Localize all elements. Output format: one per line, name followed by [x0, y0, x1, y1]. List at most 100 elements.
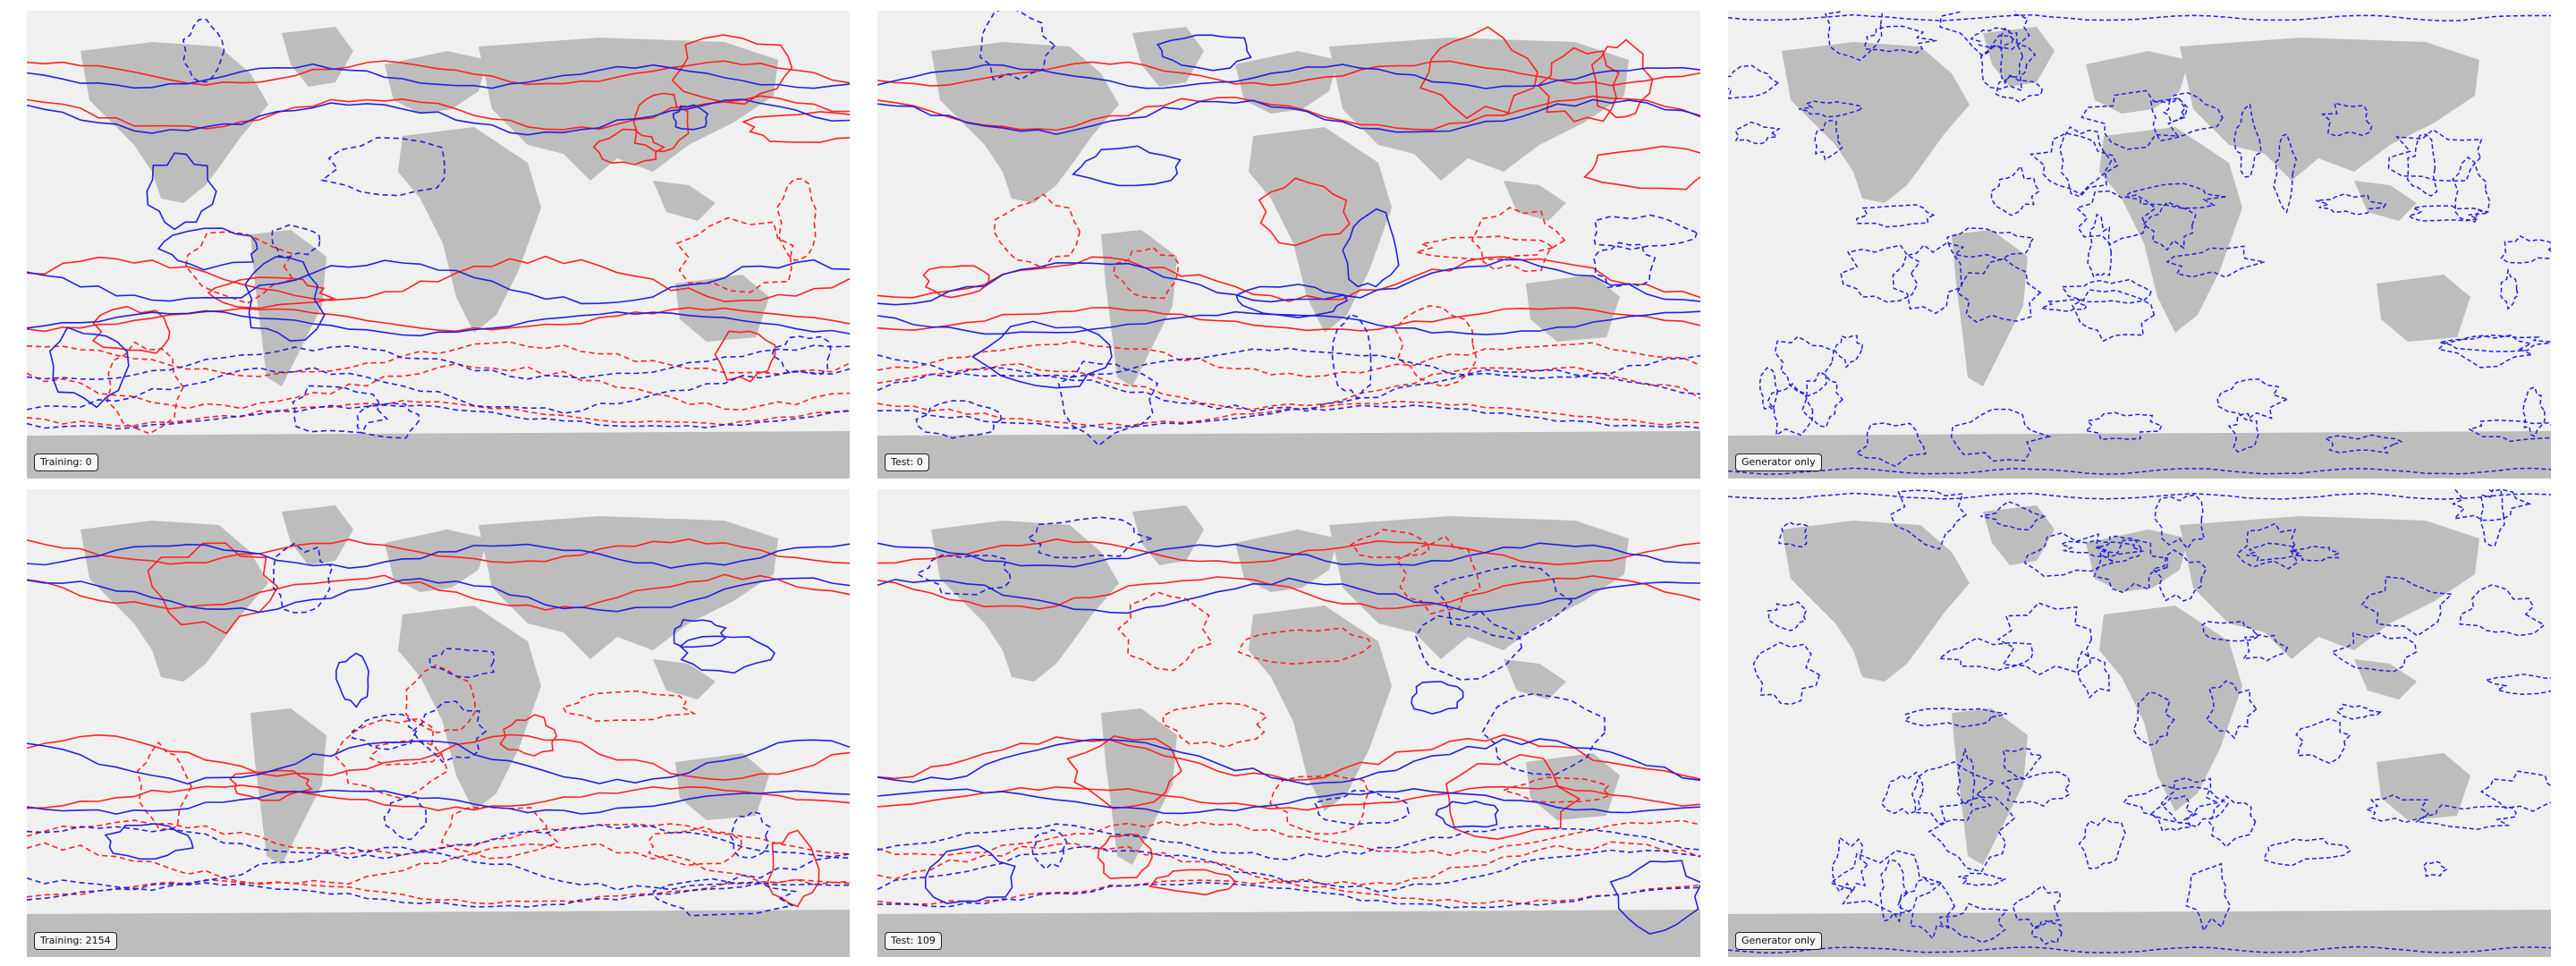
blue-contour-line	[2078, 818, 2126, 869]
southeast-asia-shape	[653, 181, 716, 221]
asia-shape	[1329, 38, 1629, 181]
blue-contour-line	[1911, 761, 1996, 826]
blue-contour-line	[1057, 360, 1159, 447]
antarctica-shape	[27, 431, 850, 479]
red-contour-line	[27, 573, 850, 611]
blue-contour-line	[2205, 680, 2258, 740]
panel-label: Generator only	[1735, 453, 1822, 471]
contour-map	[877, 505, 1700, 957]
south-america-shape	[250, 708, 326, 865]
red-contour-line	[993, 193, 1081, 269]
blue-contour-line	[1889, 489, 1968, 550]
blue-contour-line	[1939, 11, 2030, 56]
red-contour-line	[1269, 774, 1369, 835]
red-contour-line	[1113, 246, 1180, 300]
blue-contour-line	[27, 739, 850, 785]
panel-label: Training: 2154	[34, 932, 117, 950]
blue-contour-line	[2452, 156, 2491, 224]
blue-contour-line	[27, 824, 850, 860]
australia-shape	[2377, 275, 2470, 342]
blue-contour-line	[1728, 13, 2551, 21]
red-contour-line	[877, 879, 1700, 905]
blue-contour-line	[877, 542, 1700, 568]
blue-contour-line	[1956, 748, 1976, 808]
blue-contour-line	[2072, 289, 2156, 343]
blue-contour-line	[292, 385, 389, 434]
red-contour-line	[1501, 776, 1612, 803]
blue-contour-line	[2235, 522, 2299, 570]
blue-contour-line	[2500, 267, 2519, 310]
blue-contour-line	[2096, 535, 2142, 564]
land-layer	[877, 27, 1700, 479]
blue-contour-line	[1996, 602, 2093, 676]
red-contour-line	[1416, 235, 1555, 260]
blue-contour-line	[1609, 860, 1700, 936]
north-america-shape	[1782, 521, 1970, 682]
blue-contour-line	[1734, 121, 1782, 145]
blue-contour-line	[1774, 335, 1835, 397]
blue-contour-line	[27, 577, 850, 614]
blue-contour-line	[2451, 489, 2532, 521]
southeast-asia-shape	[1504, 181, 1566, 221]
blue-contour-line	[1331, 313, 1372, 400]
blue-contour-line	[2038, 299, 2087, 312]
blue-contour-line	[2216, 378, 2290, 421]
antarctica-shape	[877, 431, 1700, 479]
blue-contour-line	[2012, 885, 2061, 928]
red-contour-line	[766, 829, 820, 908]
blue-contour-line	[2315, 193, 2387, 216]
blue-contour-line	[1903, 708, 2008, 728]
north-america-shape	[1782, 42, 1970, 203]
blue-contour-line	[2483, 674, 2551, 696]
blue-contour-line	[1958, 872, 2007, 886]
blue-contour-line	[27, 789, 850, 815]
asia-shape	[2180, 38, 2479, 181]
red-contour-line	[27, 842, 850, 886]
blue-contour-line	[1880, 771, 1925, 815]
asia-shape	[1329, 516, 1629, 659]
red-contour-line	[1395, 535, 1481, 615]
red-contour-line	[1583, 145, 1700, 191]
southeast-asia-shape	[2354, 659, 2417, 699]
blue-contour-line	[2290, 545, 2341, 562]
blue-contour-line	[2200, 621, 2260, 642]
red-contour-line	[369, 740, 443, 766]
africa-shape	[1249, 606, 1392, 811]
blue-contour-line	[2142, 201, 2197, 251]
red-contour-line	[1097, 833, 1153, 880]
blue-contour-line	[2241, 634, 2289, 662]
red-contour-line	[27, 341, 850, 377]
blue-contour-line	[1431, 564, 1573, 640]
red-contour-line	[1394, 305, 1478, 387]
red-contour-line	[877, 575, 1700, 610]
blue-contour-line	[1855, 204, 1936, 228]
blue-contour-line	[2407, 205, 2487, 222]
panel-generator-only-top: Generator only	[1728, 11, 2551, 479]
europe-shape	[385, 51, 487, 114]
contour-layer	[1728, 489, 2551, 954]
blue-contour-line	[2031, 919, 2063, 945]
blue-contour-line	[2439, 335, 2551, 352]
blue-contour-line	[2295, 717, 2351, 765]
blue-contour-line	[2154, 494, 2206, 550]
europe-shape	[2086, 530, 2189, 592]
asia-shape	[479, 38, 778, 181]
blue-contour-line	[1313, 789, 1411, 826]
blue-contour-line	[877, 258, 1700, 306]
blue-contour-line	[1855, 422, 1927, 468]
blue-contour-line	[877, 404, 1700, 430]
blue-contour-line	[2479, 489, 2505, 547]
blue-contour-line	[1950, 408, 2052, 462]
blue-contour-line	[1994, 75, 2044, 104]
blue-contour-line	[1979, 501, 2046, 531]
blue-contour-line	[1956, 258, 2042, 323]
blue-contour-line	[2233, 103, 2262, 178]
blue-contour-line	[2414, 804, 2517, 830]
blue-contour-line	[915, 554, 1012, 596]
blue-contour-line	[2162, 97, 2187, 123]
red-contour-line	[877, 341, 1700, 378]
red-contour-line	[106, 341, 184, 435]
blue-contour-line	[2360, 576, 2453, 637]
blue-contour-line	[877, 64, 1700, 89]
contour-layer	[27, 538, 850, 917]
